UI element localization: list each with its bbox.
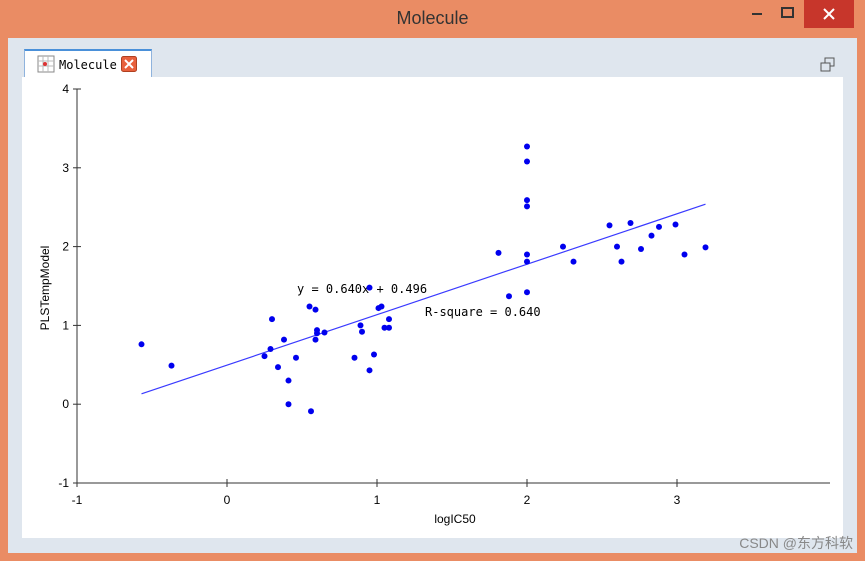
point [314,330,320,337]
point [648,232,655,239]
point [681,251,688,258]
annotation: y = 0.640x + 0.496 [297,282,427,296]
point [618,258,625,265]
point [627,219,634,226]
point [261,353,268,360]
window-title: Molecule [396,8,469,28]
trendline [141,203,706,395]
minimize[interactable] [752,13,762,15]
point [638,245,644,252]
point [606,222,613,229]
y-tick-label: 2 [62,240,69,254]
point [138,341,145,348]
y-axis-label: PLSTempModel [38,246,52,331]
point [357,322,364,329]
point [524,143,530,150]
point [495,249,502,256]
point [366,367,373,374]
point [614,243,620,250]
point [281,336,287,343]
point [267,346,274,353]
point [275,364,281,371]
point [560,243,566,250]
point [672,221,679,228]
point [308,408,314,415]
point [524,251,530,258]
point [524,289,530,296]
point [321,329,328,336]
point [524,258,530,265]
y-tick-label: 1 [62,318,69,332]
tab[interactable]: Molecule [24,49,152,79]
point [371,351,377,358]
point [359,328,365,335]
x-tick-label: 0 [224,493,231,507]
y-tick-label: 3 [62,161,69,175]
close-icon [823,8,835,20]
annotation: R-square = 0.640 [425,305,541,319]
tab-close[interactable] [121,56,137,72]
point [312,306,319,313]
chart: y = 0.640x + 0.496 R-square = 0.640 logI… [22,77,843,538]
maximize[interactable] [781,7,794,18]
point [351,354,358,361]
x-tick-label: 1 [374,493,381,507]
x-tick-label: 2 [524,493,531,507]
point [293,354,299,361]
point [285,377,292,384]
point [656,223,662,230]
point [312,336,319,343]
point [168,362,175,369]
point [269,316,275,323]
x-axis-label: logIC50 [434,512,476,526]
x-tick-label: 3 [674,493,681,507]
point [506,293,512,300]
point [386,316,392,323]
point [366,284,373,291]
y-tick-label: 4 [62,82,69,96]
point [524,203,530,210]
point [524,197,530,204]
point [702,244,709,251]
point [285,401,292,408]
tab-icon [37,55,55,73]
point [570,258,577,265]
point [386,324,392,331]
watermark: CSDN @东方科软 [739,535,853,551]
point [378,303,385,310]
y-tick-label: -1 [58,476,69,490]
x-tick-label: -1 [72,493,83,507]
point [306,303,313,310]
point [381,324,388,331]
plot-background [22,77,843,538]
tab-label: Molecule [59,58,117,72]
restore-button[interactable] [820,57,836,73]
window-controls [752,0,854,28]
y-tick-label: 0 [62,397,69,411]
point [524,158,530,165]
